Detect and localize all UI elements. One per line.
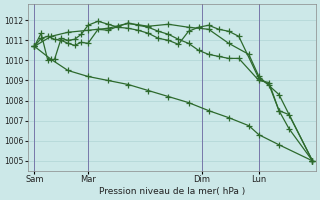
X-axis label: Pression niveau de la mer( hPa ): Pression niveau de la mer( hPa ) [99,187,245,196]
